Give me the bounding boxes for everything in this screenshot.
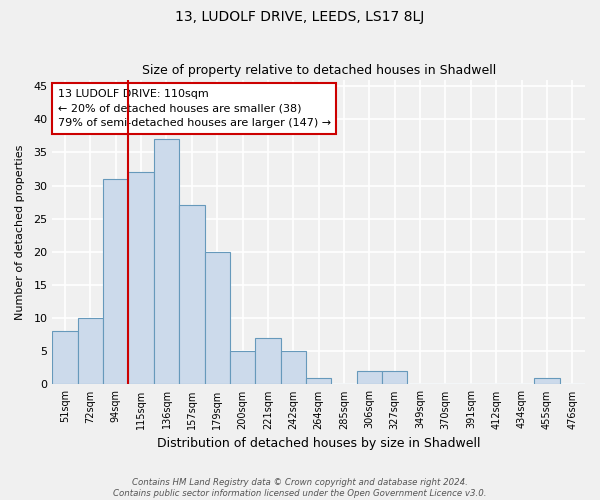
Text: Contains HM Land Registry data © Crown copyright and database right 2024.
Contai: Contains HM Land Registry data © Crown c… xyxy=(113,478,487,498)
Bar xyxy=(382,371,407,384)
Bar xyxy=(154,139,179,384)
X-axis label: Distribution of detached houses by size in Shadwell: Distribution of detached houses by size … xyxy=(157,437,481,450)
Bar xyxy=(534,378,560,384)
Bar xyxy=(281,352,306,384)
Text: 13 LUDOLF DRIVE: 110sqm
← 20% of detached houses are smaller (38)
79% of semi-de: 13 LUDOLF DRIVE: 110sqm ← 20% of detache… xyxy=(58,88,331,128)
Text: 13, LUDOLF DRIVE, LEEDS, LS17 8LJ: 13, LUDOLF DRIVE, LEEDS, LS17 8LJ xyxy=(175,10,425,24)
Bar xyxy=(205,252,230,384)
Bar xyxy=(128,172,154,384)
Bar xyxy=(52,332,77,384)
Bar xyxy=(306,378,331,384)
Bar xyxy=(357,371,382,384)
Bar xyxy=(255,338,281,384)
Bar xyxy=(179,206,205,384)
Y-axis label: Number of detached properties: Number of detached properties xyxy=(15,144,25,320)
Bar xyxy=(103,179,128,384)
Bar xyxy=(77,318,103,384)
Title: Size of property relative to detached houses in Shadwell: Size of property relative to detached ho… xyxy=(142,64,496,77)
Bar xyxy=(230,352,255,384)
